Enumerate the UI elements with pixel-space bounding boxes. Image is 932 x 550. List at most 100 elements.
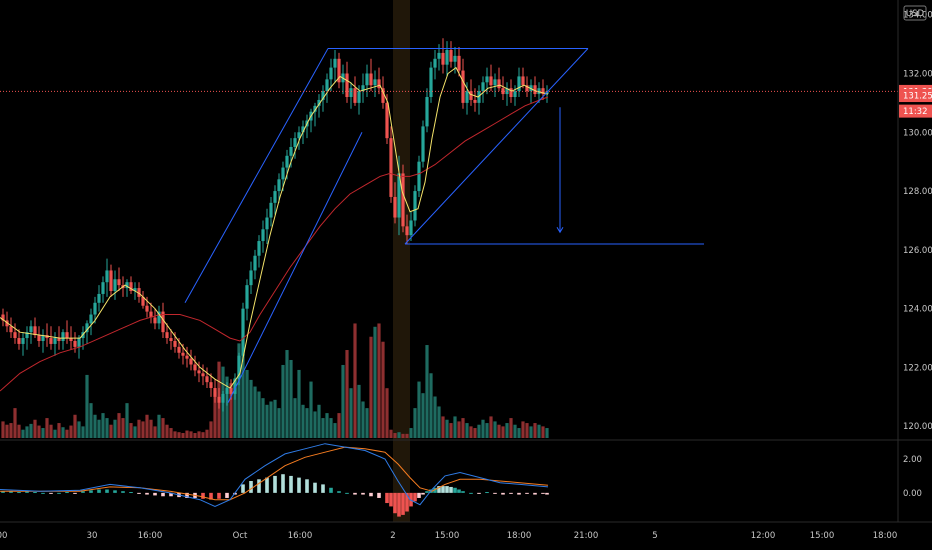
price-tag-label: 11:32	[903, 107, 928, 117]
macd-histogram-bar	[425, 491, 429, 493]
macd-histogram-bar	[337, 491, 341, 493]
volume-bar	[305, 408, 309, 438]
candle-body	[433, 58, 437, 68]
volume-bar	[349, 388, 353, 438]
candle-body	[241, 308, 245, 356]
candle-body	[409, 220, 413, 236]
volume-bar	[525, 423, 529, 438]
currency-badge[interactable]: USD	[903, 5, 927, 21]
volume-bar	[225, 376, 229, 438]
volume-bar	[429, 373, 433, 438]
volume-bar	[81, 426, 85, 438]
macd-histogram-bar	[57, 492, 61, 494]
osc-tick-label: 2.00	[903, 455, 922, 465]
candle-body	[137, 288, 141, 297]
macd-histogram-bar	[1, 491, 5, 493]
volume-bar	[533, 423, 537, 438]
price-tick-label: 134.00	[903, 11, 932, 21]
macd-histogram-bar	[265, 477, 269, 493]
candle-body	[361, 85, 365, 92]
time-tick-label: 15:00	[435, 531, 460, 541]
macd-histogram-bar	[257, 479, 261, 493]
price-tick-label: 126.00	[903, 246, 932, 256]
price-tick-label: 130.00	[903, 128, 932, 138]
volume-bar	[53, 429, 57, 438]
volume-bar	[269, 401, 273, 438]
macd-histogram-bar	[209, 492, 213, 500]
volume-bar	[149, 419, 153, 438]
osc-tick-label: 0.00	[903, 489, 922, 499]
trend-drawings[interactable]	[0, 48, 898, 403]
volume-bar	[329, 418, 333, 438]
moving-averages	[0, 66, 549, 392]
macd-histogram-bar	[453, 487, 457, 493]
candle-body	[321, 91, 325, 100]
volume-bar	[69, 425, 73, 438]
candle-body	[481, 82, 485, 92]
candle-body	[273, 191, 277, 203]
volume-bar	[481, 419, 485, 438]
volume-bar	[401, 433, 405, 438]
macd-histogram-bar	[313, 482, 317, 493]
volume-bar	[109, 424, 113, 438]
price-axis[interactable]: 134.00 132.00 130.00 128.00 126.00 124.00 122.…	[903, 11, 932, 499]
time-tick-label: 18:00	[873, 531, 898, 541]
candle-body	[525, 85, 529, 92]
candle-body	[17, 338, 21, 344]
candle-body	[177, 346, 181, 353]
candle-body	[333, 58, 337, 68]
volume-bar	[121, 418, 125, 438]
candle-body	[249, 270, 253, 286]
candle-body	[421, 126, 425, 162]
volume-bar	[5, 424, 9, 438]
macd-panel	[0, 443, 549, 517]
macd-histogram-bar	[457, 489, 461, 493]
volume-bar	[353, 323, 357, 438]
volume-bar	[489, 416, 493, 438]
volume-bar	[461, 418, 465, 438]
candle-body	[413, 191, 417, 221]
candle-body	[245, 285, 249, 309]
candle-body	[49, 338, 53, 344]
macd-histogram-bar	[509, 492, 513, 494]
volume-bar	[197, 431, 201, 438]
trend-line	[184, 48, 329, 304]
candle-body	[41, 335, 45, 341]
candle-body	[405, 226, 409, 236]
time-tick-label: Oct	[233, 531, 248, 541]
macd-histogram-bar	[137, 492, 141, 494]
candle-body	[445, 49, 449, 65]
volume-bar	[385, 388, 389, 438]
session-highlight	[393, 0, 410, 522]
candle-body	[449, 49, 453, 62]
macd-histogram-bar	[353, 492, 357, 495]
candle-body	[117, 279, 121, 286]
candlesticks[interactable]	[1, 38, 549, 412]
candle-body	[509, 88, 513, 98]
price-tag-label: 131.25	[903, 92, 932, 102]
volume-bar	[73, 414, 77, 438]
macd-histogram-bar	[433, 487, 437, 493]
candle-body	[441, 52, 445, 65]
volume-bar	[49, 424, 53, 438]
candle-body	[169, 338, 173, 341]
macd-histogram-bar	[405, 492, 409, 512]
volume-bar	[65, 429, 69, 438]
volume-bar	[265, 404, 269, 438]
volume-bar	[445, 419, 449, 438]
macd-histogram-bar	[305, 479, 309, 493]
candle-body	[517, 76, 521, 92]
volume-bar	[181, 433, 185, 438]
macd-histogram-bar	[345, 492, 349, 494]
time-axis[interactable]: 00 30 16:00 Oct 16:00 2 15:00 18:00 21:00 5 12:00 1…	[0, 531, 897, 541]
candle-body	[13, 332, 17, 339]
candle-body	[477, 91, 481, 103]
volume-bar	[105, 418, 109, 438]
volume-bar	[273, 399, 277, 438]
candle-body	[145, 305, 149, 312]
volume-bar	[325, 413, 329, 438]
candle-body	[521, 76, 525, 86]
macd-histogram-bar	[469, 492, 473, 494]
candle-body	[297, 132, 301, 139]
